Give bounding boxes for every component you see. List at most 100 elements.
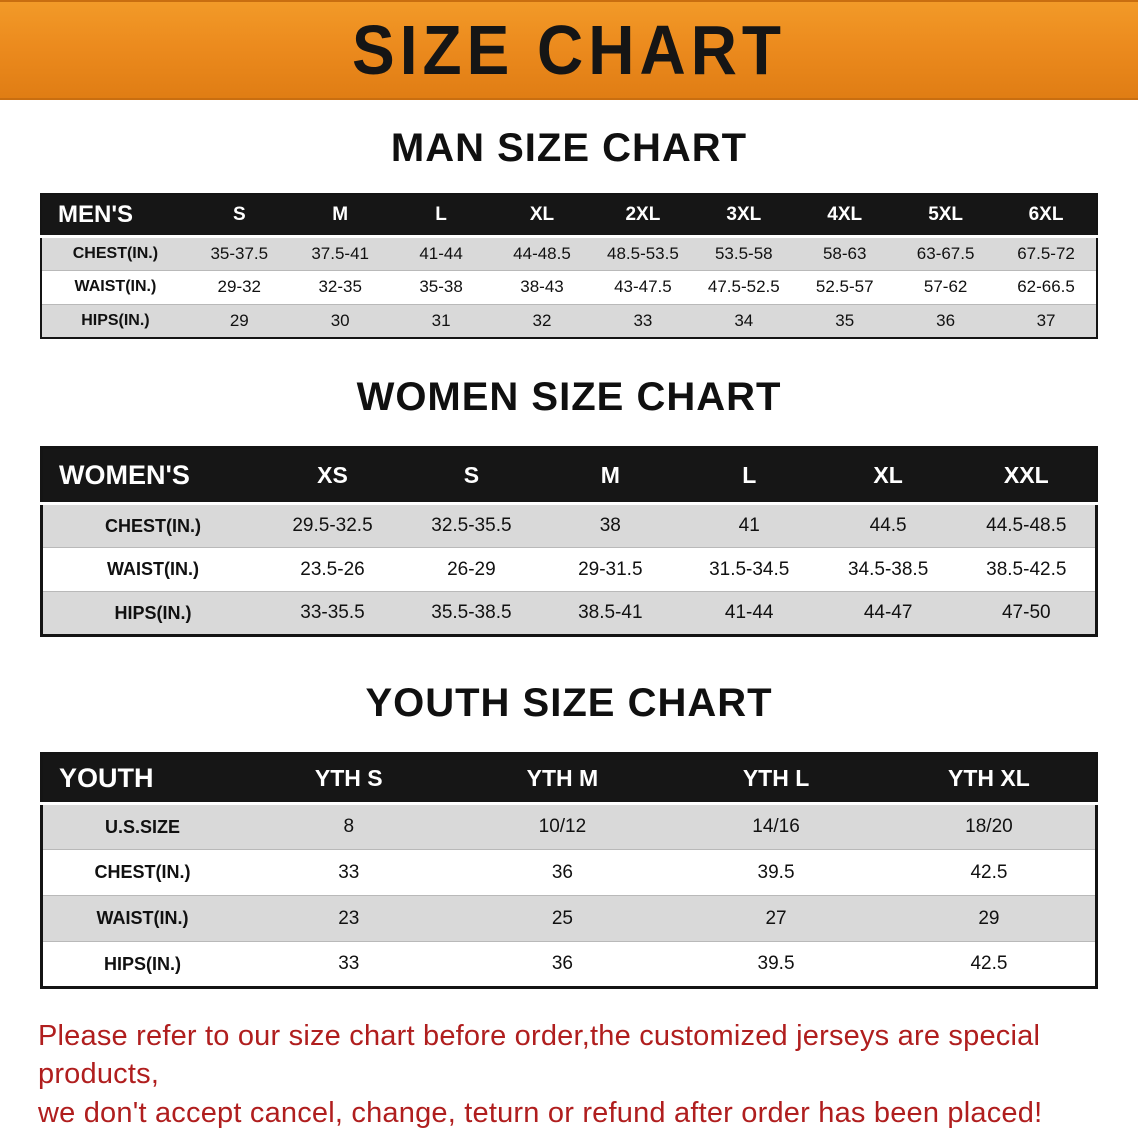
size-value: 53.5-58: [714, 243, 773, 263]
size-value: 33: [338, 953, 360, 974]
row-label: HIPS(IN.): [81, 311, 150, 329]
size-value: 32.5-35.5: [431, 515, 512, 536]
size-value: 34: [734, 310, 754, 330]
size-value: 52.5-57: [815, 277, 874, 296]
youth-size-table: YOUTH YTH S YTH M YTH L YTH XL U.S.SIZE 8 10/12…: [40, 752, 1098, 989]
table-row: CHEST(IN.) 35-37.5 37.5-41 41-44 44-48.5 48.5…: [41, 236, 1097, 270]
size-value: 26-29: [447, 558, 496, 580]
size-value: 29.5-32.5: [292, 515, 373, 536]
size-value: 8: [343, 816, 355, 837]
size-value: 41-44: [419, 243, 463, 263]
size-value: 35-37.5: [210, 243, 269, 263]
table-header-row: MEN'S S M L XL 2XL 3XL 4XL 5XL 6XL: [41, 194, 1097, 238]
men-size-section: MAN SIZE CHART MEN'S S M L XL 2XL 3XL 4XL 5XL 6XL…: [0, 126, 1138, 339]
women-section-heading: WOMEN SIZE CHART: [356, 375, 782, 419]
row-label: CHEST(IN.): [105, 515, 202, 536]
size-value: 38: [599, 515, 621, 536]
size-value: 67.5-72: [1017, 243, 1075, 263]
row-label: HIPS(IN.): [114, 602, 192, 623]
banner: SIZE CHART: [0, 0, 1138, 100]
page-title: SIZE CHART: [352, 11, 786, 89]
size-column-header: 6XL: [996, 194, 1097, 238]
size-value: 29: [229, 310, 249, 330]
table-header-row-group: YOUTH YTH S YTH M YTH L YTH XL: [41, 753, 1097, 805]
size-value: 47-50: [1001, 602, 1051, 623]
table-body: U.S.SIZE 8 10/12 14/16 18/20 CHEST(IN.) 33 36 39…: [41, 803, 1097, 988]
size-value: 35-38: [419, 277, 463, 296]
size-value: 33: [338, 861, 360, 883]
size-value: 32: [532, 310, 552, 330]
size-value: 31: [431, 310, 451, 330]
size-value: 29-32: [217, 277, 262, 296]
size-value: 39.5: [757, 953, 795, 974]
size-value: 58-63: [822, 243, 867, 263]
size-value: 30: [330, 310, 350, 330]
size-column-header: YTH M: [455, 753, 670, 805]
size-column-header: 4XL: [794, 194, 896, 238]
table-row: CHEST(IN.) 29.5-32.5 32.5-35.5 38 41 44.5 44.5…: [41, 503, 1097, 548]
size-value: 36: [936, 310, 956, 330]
table-row: WAIST(IN.) 23 25 27 29: [41, 895, 1097, 942]
size-column-header: YTH L: [669, 753, 883, 805]
size-column-header: XL: [491, 194, 593, 238]
note-line-2: we don't accept cancel, change, teturn o…: [38, 1096, 1043, 1129]
size-value: 63-67.5: [916, 243, 975, 263]
table-header-row: YOUTH YTH S YTH M YTH L YTH XL: [41, 753, 1097, 805]
size-column-header: S: [188, 194, 290, 238]
size-column-header: M: [540, 447, 680, 505]
table-row: HIPS(IN.) 33-35.5 35.5-38.5 38.5-41 41-44 44-…: [41, 591, 1097, 636]
size-value: 39.5: [757, 861, 795, 883]
size-value: 44.5: [869, 515, 907, 536]
size-value: 32-35: [318, 277, 362, 296]
table-row: HIPS(IN.) 33 36 39.5 42.5: [41, 941, 1097, 988]
size-value: 10/12: [538, 816, 587, 837]
size-value: 57-62: [923, 277, 968, 296]
row-label: U.S.SIZE: [104, 816, 180, 837]
size-value: 33-35.5: [300, 602, 365, 623]
size-value: 27: [765, 907, 787, 929]
row-label: CHEST(IN.): [94, 862, 191, 882]
table-header-row-group: WOMEN'S XS S M L XL XXL: [41, 447, 1097, 505]
table-row: U.S.SIZE 8 10/12 14/16 18/20: [41, 803, 1097, 850]
size-value: 33: [633, 310, 653, 330]
table-header-row-group: MEN'S S M L XL 2XL 3XL 4XL 5XL 6XL: [41, 194, 1097, 238]
size-value: 38-43: [520, 277, 564, 296]
size-value: 48.5-53.5: [606, 243, 679, 263]
table-body: CHEST(IN.) 35-37.5 37.5-41 41-44 44-48.5 48.5…: [41, 236, 1097, 338]
table-corner-label: MEN'S: [41, 194, 189, 238]
row-label: HIPS(IN.): [103, 953, 181, 974]
size-column-header: XS: [263, 447, 402, 505]
size-value: 47.5-52.5: [707, 277, 780, 296]
size-value: 41: [738, 515, 760, 536]
women-size-table: WOMEN'S XS S M L XL XXL CHEST(IN.) 29.5-32.5 32.5…: [40, 446, 1098, 637]
size-value: 62-66.5: [1017, 277, 1075, 296]
table-body: CHEST(IN.) 29.5-32.5 32.5-35.5 38 41 44.5 44.5…: [41, 503, 1097, 636]
size-column-header: L: [390, 194, 492, 238]
table-row: WAIST(IN.) 23.5-26 26-29 29-31.5 31.5-34.5 34…: [41, 547, 1097, 592]
table-row: HIPS(IN.) 29 30 31 32 33 34 35 36 37: [41, 304, 1097, 338]
men-section-heading: MAN SIZE CHART: [390, 126, 748, 170]
size-value: 42.5: [970, 861, 1008, 883]
table-header-row: WOMEN'S XS S M L XL XXL: [41, 447, 1097, 505]
youth-size-section: YOUTH SIZE CHART YOUTH YTH S YTH M YTH L YTH…: [0, 681, 1138, 989]
size-value: 43-47.5: [614, 277, 672, 296]
size-value: 44.5-48.5: [986, 515, 1067, 536]
row-label: CHEST(IN.): [72, 244, 159, 262]
table-corner-label: WOMEN'S: [41, 447, 264, 505]
size-value: 18/20: [965, 816, 1013, 837]
size-value: 36: [551, 953, 573, 974]
note-line-1: Please refer to our size chart before or…: [38, 1020, 1041, 1091]
size-column-header: 5XL: [895, 194, 997, 238]
size-value: 35.5-38.5: [431, 602, 512, 623]
size-value: 44-47: [863, 602, 913, 623]
size-column-header: M: [289, 194, 391, 238]
row-label: WAIST(IN.): [107, 559, 200, 579]
men-size-table: MEN'S S M L XL 2XL 3XL 4XL 5XL 6XL CHEST(IN.) 35-37…: [40, 193, 1098, 339]
size-value: 23: [338, 907, 360, 929]
size-value: 14/16: [752, 816, 800, 837]
size-column-header: XXL: [957, 447, 1097, 505]
size-value: 36: [551, 861, 573, 883]
size-value: 41-44: [724, 602, 774, 623]
size-value: 42.5: [970, 953, 1008, 974]
